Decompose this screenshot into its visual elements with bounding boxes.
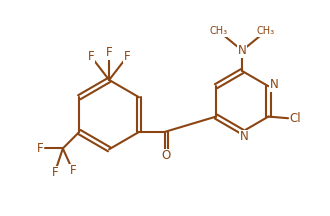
Text: N: N (240, 130, 248, 143)
Text: F: F (37, 142, 43, 155)
Text: CH₃: CH₃ (257, 26, 275, 37)
Text: Cl: Cl (290, 112, 302, 125)
Text: CH₃: CH₃ (210, 26, 228, 37)
Text: O: O (161, 149, 171, 162)
Text: F: F (88, 50, 94, 63)
Text: F: F (70, 164, 77, 177)
Text: N: N (238, 44, 247, 57)
Text: F: F (106, 46, 113, 59)
Text: F: F (124, 50, 131, 63)
Text: N: N (270, 78, 279, 91)
Text: F: F (52, 166, 59, 179)
